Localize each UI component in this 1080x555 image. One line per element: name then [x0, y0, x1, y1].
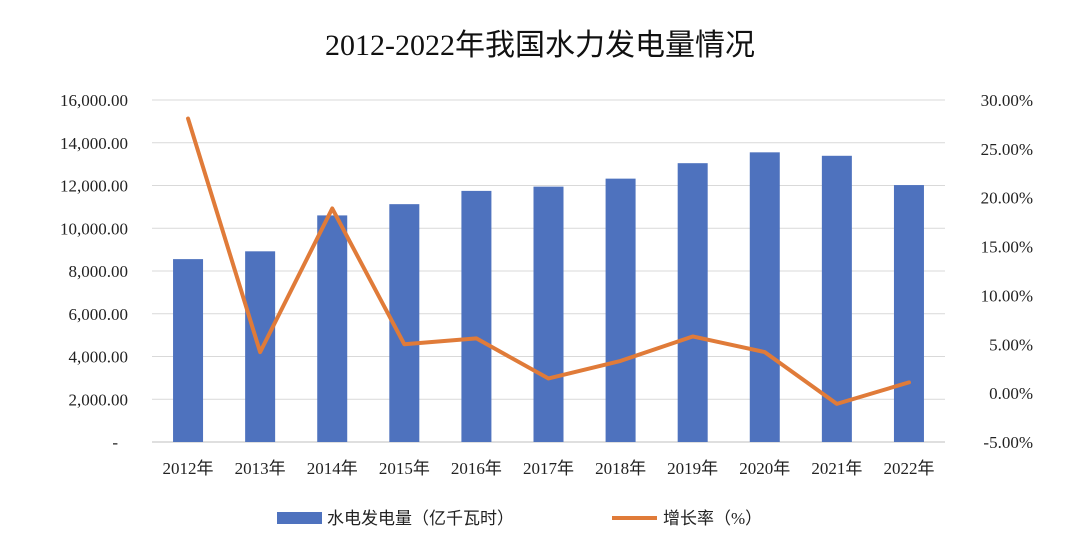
left-tick-label: - [112, 433, 118, 452]
x-tick-label: 2012年 [163, 459, 214, 478]
legend-bar-label: 水电发电量（亿千瓦时） [327, 509, 514, 528]
x-axis: 2012年 2013年 2014年 2015年 2016年 2017年 2018年 2019年… [163, 459, 935, 478]
x-tick-label: 2022年 [883, 459, 934, 478]
right-tick-label: 30.00% [981, 91, 1033, 110]
x-tick-label: 2021年 [811, 459, 862, 478]
right-tick-label: 5.00% [989, 335, 1033, 354]
right-axis: -5.00% 0.00% 5.00% 10.00% 15.00% 20.00% 25.00%… [981, 91, 1033, 452]
bar [893, 185, 924, 442]
x-tick-label: 2018年 [595, 459, 646, 478]
x-tick-label: 2015年 [379, 459, 430, 478]
right-tick-label: 25.00% [981, 140, 1033, 159]
left-axis: - 2,000.00 4,000.00 6,000.00 8,000.00 10,000.… [60, 91, 128, 452]
left-tick-label: 6,000.00 [69, 305, 129, 324]
left-tick-label: 8,000.00 [69, 262, 129, 281]
left-tick-label: 10,000.00 [60, 219, 128, 238]
bar [605, 178, 636, 443]
bar [461, 190, 492, 442]
growth-line [186, 116, 911, 406]
right-tick-label: 10.00% [981, 286, 1033, 305]
bar [533, 186, 564, 442]
x-tick-label: 2020年 [739, 459, 790, 478]
right-tick-label: 20.00% [981, 189, 1033, 208]
x-tick-label: 2016年 [451, 459, 502, 478]
x-tick-label: 2014年 [307, 459, 358, 478]
right-tick-label: 15.00% [981, 238, 1033, 257]
right-tick-label: -5.00% [983, 433, 1033, 452]
legend-line-label: 增长率（%） [663, 509, 762, 528]
bar [173, 259, 204, 442]
left-tick-label: 4,000.00 [69, 348, 129, 367]
legend-bar-swatch [277, 512, 322, 524]
bars [173, 152, 924, 443]
right-tick-label: 0.00% [989, 384, 1033, 403]
bar [749, 152, 780, 443]
x-tick-label: 2017年 [523, 459, 574, 478]
left-tick-label: 2,000.00 [69, 390, 129, 409]
legend: 水电发电量（亿千瓦时） 增长率（%） [277, 509, 762, 528]
left-tick-label: 12,000.00 [60, 177, 128, 196]
left-tick-label: 14,000.00 [60, 134, 128, 153]
bar [317, 215, 348, 442]
x-tick-label: 2013年 [235, 459, 286, 478]
left-tick-label: 16,000.00 [60, 91, 128, 110]
bar [677, 163, 708, 442]
x-tick-label: 2019年 [667, 459, 718, 478]
chart-title: 2012-2022年我国水力发电量情况 [325, 29, 755, 62]
